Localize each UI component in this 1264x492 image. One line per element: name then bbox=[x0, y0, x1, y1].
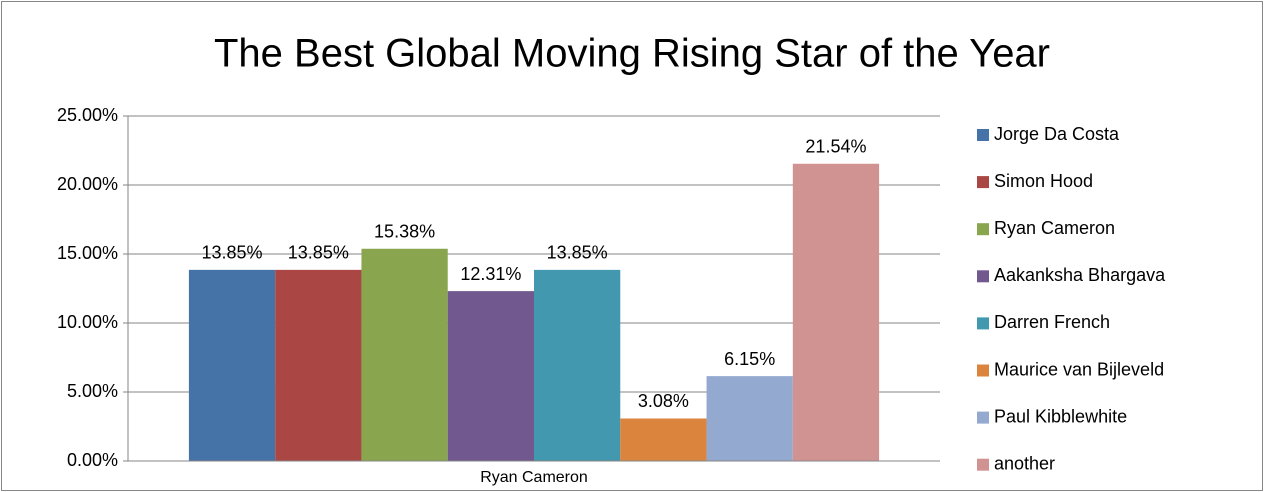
y-tick-label: 15.00% bbox=[57, 243, 118, 263]
legend-label: Ryan Cameron bbox=[994, 218, 1115, 238]
bar bbox=[275, 269, 362, 461]
data-label: 6.15% bbox=[724, 349, 775, 369]
data-label: 13.85% bbox=[547, 243, 608, 263]
legend-swatch bbox=[977, 176, 989, 189]
x-tick-label: Ryan Cameron bbox=[480, 469, 588, 486]
bar bbox=[361, 248, 448, 461]
legend-label: another bbox=[994, 453, 1055, 473]
legend-swatch bbox=[977, 411, 989, 424]
bar bbox=[620, 418, 707, 461]
legend-label: Simon Hood bbox=[994, 171, 1093, 191]
legend-swatch bbox=[977, 223, 989, 236]
data-label: 13.85% bbox=[288, 243, 349, 263]
legend-swatch bbox=[977, 129, 989, 141]
bar bbox=[447, 291, 534, 461]
legend-swatch bbox=[977, 317, 989, 330]
y-tick-label: 20.00% bbox=[57, 174, 118, 194]
legend-swatch bbox=[977, 364, 989, 377]
bar bbox=[534, 269, 621, 461]
bar bbox=[706, 376, 793, 461]
legend-label: Jorge Da Costa bbox=[994, 124, 1120, 144]
y-tick-label: 10.00% bbox=[57, 312, 118, 332]
data-label: 12.31% bbox=[460, 264, 521, 284]
bar bbox=[792, 163, 880, 462]
y-tick-label: 5.00% bbox=[67, 381, 118, 401]
legend-swatch bbox=[977, 270, 989, 283]
bar bbox=[188, 269, 276, 461]
data-label: 13.85% bbox=[202, 243, 263, 263]
data-label: 15.38% bbox=[374, 222, 435, 242]
legend-label: Maurice van Bijleveld bbox=[994, 359, 1164, 379]
legend-label: Darren French bbox=[994, 312, 1110, 332]
chart-title: The Best Global Moving Rising Star of th… bbox=[214, 32, 1050, 76]
y-tick-label: 25.00% bbox=[57, 105, 118, 125]
data-label: 21.54% bbox=[805, 136, 866, 156]
data-label: 3.08% bbox=[638, 391, 689, 411]
legend-label: Aakanksha Bhargava bbox=[994, 265, 1166, 285]
legend-label: Paul Kibblewhite bbox=[994, 406, 1127, 426]
y-tick-label: 0.00% bbox=[67, 450, 118, 470]
legend-swatch bbox=[977, 458, 989, 471]
